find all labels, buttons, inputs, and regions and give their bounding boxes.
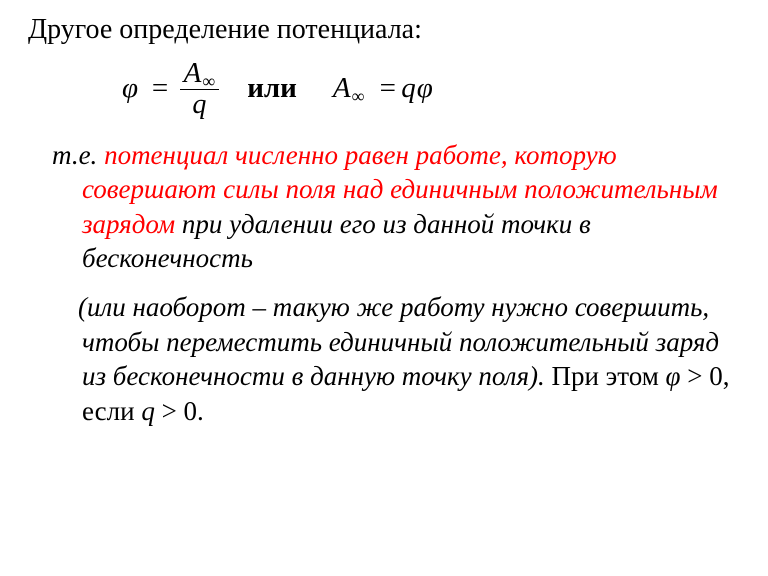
slide-body: Другое определение потенциала: φ = A∞ q … — [0, 0, 768, 428]
converse-paragraph: (или наоборот – такую же работу нужно со… — [22, 290, 746, 428]
lead-text: т.е. — [52, 140, 104, 170]
phi-symbol: φ — [122, 70, 138, 107]
gt-1: > — [687, 361, 702, 391]
q-symbol: q — [401, 72, 416, 104]
equals-1: = — [150, 70, 170, 107]
numerator: A∞ — [180, 59, 220, 90]
equals-2: = — [378, 72, 398, 104]
after-paren: При этом — [545, 361, 666, 391]
zero: 0 — [709, 361, 723, 391]
rhs: A∞ =qφ — [333, 70, 437, 107]
infinity-sub-1: ∞ — [202, 71, 215, 91]
gt-zero-2: > 0. — [155, 396, 204, 426]
heading: Другое определение потенциала: — [28, 12, 746, 48]
A-symbol: A — [184, 57, 202, 89]
formula: φ = A∞ q или A∞ =qφ — [122, 54, 746, 124]
A-symbol-2: A — [333, 72, 351, 104]
definition-paragraph: т.е. потенциал численно равен работе, ко… — [22, 138, 746, 276]
q-cond: q — [141, 396, 155, 426]
phi-cond: φ — [666, 361, 681, 391]
infinity-sub-2: ∞ — [352, 86, 365, 106]
denominator: q — [188, 90, 210, 119]
phi-symbol-2: φ — [417, 72, 433, 104]
fraction: A∞ q — [180, 59, 220, 119]
or-word: или — [247, 70, 297, 107]
